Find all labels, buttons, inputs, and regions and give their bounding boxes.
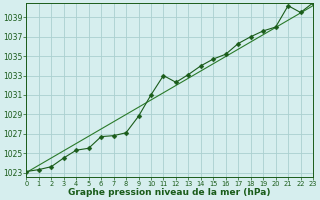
- X-axis label: Graphe pression niveau de la mer (hPa): Graphe pression niveau de la mer (hPa): [68, 188, 271, 197]
